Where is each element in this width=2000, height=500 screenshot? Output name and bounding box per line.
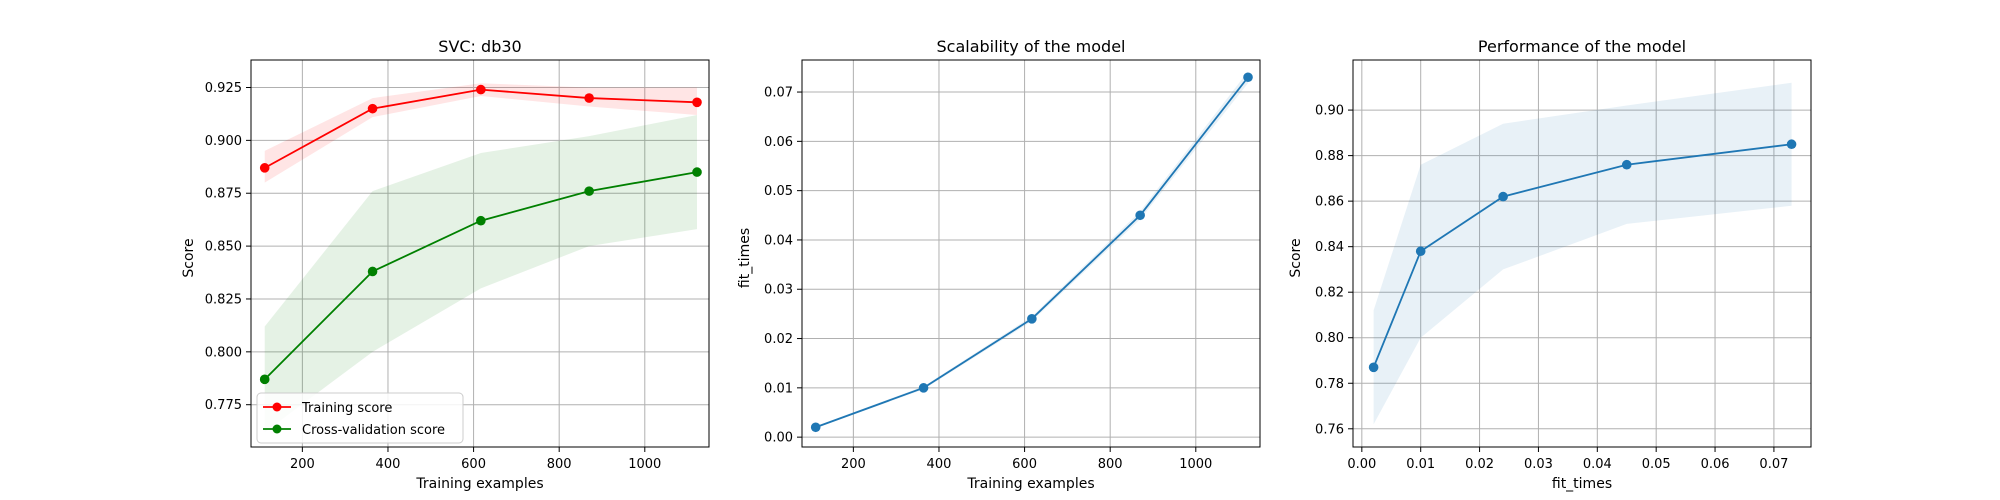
axes-frame — [1352, 59, 1812, 448]
x-tick-label: 0.01 — [1406, 457, 1435, 472]
y-axis-label: fit_times — [737, 228, 753, 288]
y-tick-label: 0.03 — [764, 283, 793, 298]
data-point — [1498, 191, 1508, 202]
x-axis-label: Training examples — [415, 476, 543, 492]
x-tick-label: 0.07 — [1759, 457, 1788, 472]
y-tick-label: 0.800 — [205, 345, 242, 360]
y-tick-label: 0.02 — [764, 332, 793, 347]
plot-area: 200 400 600 800 1000 0.00 0.01 0.02 0.03 0.04 0.05… — [764, 59, 1261, 472]
y-tick-label: 0.900 — [205, 134, 242, 149]
data-point — [1415, 246, 1426, 257]
data-point — [476, 84, 486, 95]
x-tick-label: 0.05 — [1642, 457, 1671, 472]
y-tick-label: 0.88 — [1315, 149, 1344, 164]
data-point — [367, 103, 378, 114]
x-tick-label: 0.03 — [1524, 457, 1553, 472]
data-point — [1621, 159, 1632, 170]
y-tick-label: 0.04 — [764, 233, 793, 248]
data-point — [476, 215, 486, 226]
plot-area: 0.00 0.01 0.02 0.03 0.04 0.05 0.06 0.07 0.76 0.78… — [1315, 59, 1812, 472]
y-tick-label: 0.875 — [205, 187, 242, 202]
data-point — [1027, 314, 1037, 324]
axes-frame — [801, 59, 1261, 448]
chart-title: Scalability of the model — [937, 37, 1126, 56]
learning-curve-panel: 200 400 600 800 1000 0.775 0.800 0.825 0.850 0.87… — [181, 37, 710, 492]
legend-entry-training: Training score — [301, 401, 392, 416]
data-point — [810, 422, 821, 433]
y-tick-label: 0.86 — [1315, 195, 1344, 210]
data-point — [692, 167, 702, 177]
confidence-band — [1373, 82, 1792, 425]
y-tick-label: 0.78 — [1315, 377, 1344, 392]
axes-frame — [250, 59, 710, 448]
legend-marker-training — [272, 402, 282, 412]
data-point — [367, 266, 378, 277]
x-tick-label: 400 — [376, 457, 401, 472]
y-tick-label: 0.925 — [205, 81, 242, 96]
x-tick-label: 0.00 — [1347, 457, 1376, 472]
y-tick-label: 0.76 — [1315, 422, 1344, 437]
data-point — [1243, 72, 1253, 83]
x-tick-label: 0.02 — [1465, 457, 1494, 472]
data-point — [584, 186, 594, 196]
x-tick-label: 0.04 — [1583, 457, 1612, 472]
x-tick-label: 1000 — [628, 457, 661, 472]
data-point — [918, 383, 929, 393]
y-tick-label: 0.775 — [205, 398, 242, 413]
y-axis-label: Score — [181, 238, 197, 277]
data-point — [692, 97, 702, 108]
y-tick-label: 0.07 — [764, 86, 793, 101]
x-axis-label: Training examples — [966, 476, 1094, 492]
x-tick-label: 800 — [547, 457, 572, 472]
x-tick-label: 200 — [841, 457, 866, 472]
y-tick-label: 0.82 — [1315, 286, 1344, 301]
y-tick-label: 0.00 — [764, 431, 793, 446]
y-tick-label: 0.01 — [764, 381, 793, 396]
x-tick-label: 200 — [290, 457, 315, 472]
y-tick-label: 0.90 — [1315, 104, 1344, 119]
data-point — [1368, 362, 1379, 373]
legend-marker-cross-validation — [272, 424, 282, 434]
x-tick-label: 800 — [1098, 457, 1123, 472]
data-point — [1135, 210, 1145, 221]
legend-entry-cross-validation: Cross-validation score — [302, 423, 445, 438]
legend-box — [256, 392, 464, 444]
x-tick-label: 1000 — [1179, 457, 1212, 472]
scalability-panel: 200 400 600 800 1000 0.00 0.01 0.02 0.03 0.04 0.05… — [737, 37, 1261, 492]
y-tick-label: 0.80 — [1315, 331, 1344, 346]
y-tick-label: 0.05 — [764, 184, 793, 199]
x-tick-label: 0.06 — [1701, 457, 1730, 472]
performance-panel: 0.00 0.01 0.02 0.03 0.04 0.05 0.06 0.07 0.76 0.78… — [1288, 37, 1812, 492]
x-tick-label: 600 — [461, 457, 486, 472]
chart-title: Performance of the model — [1478, 37, 1686, 56]
y-axis-label: Score — [1288, 238, 1304, 277]
x-tick-label: 400 — [927, 457, 952, 472]
data-point — [259, 163, 270, 173]
y-tick-label: 0.84 — [1315, 240, 1344, 255]
x-axis-label: fit_times — [1552, 476, 1612, 492]
y-tick-label: 0.06 — [764, 135, 793, 150]
y-tick-label: 0.825 — [205, 292, 242, 307]
y-tick-label: 0.850 — [205, 240, 242, 255]
chart-title: SVC: db30 — [438, 37, 521, 56]
x-tick-label: 600 — [1012, 457, 1037, 472]
data-point — [259, 374, 270, 385]
data-point — [584, 93, 594, 103]
legend: Training score Cross-validation score — [256, 392, 464, 444]
plot-area: 200 400 600 800 1000 0.775 0.800 0.825 0.850 0.87… — [205, 59, 710, 472]
data-point — [1786, 139, 1797, 150]
